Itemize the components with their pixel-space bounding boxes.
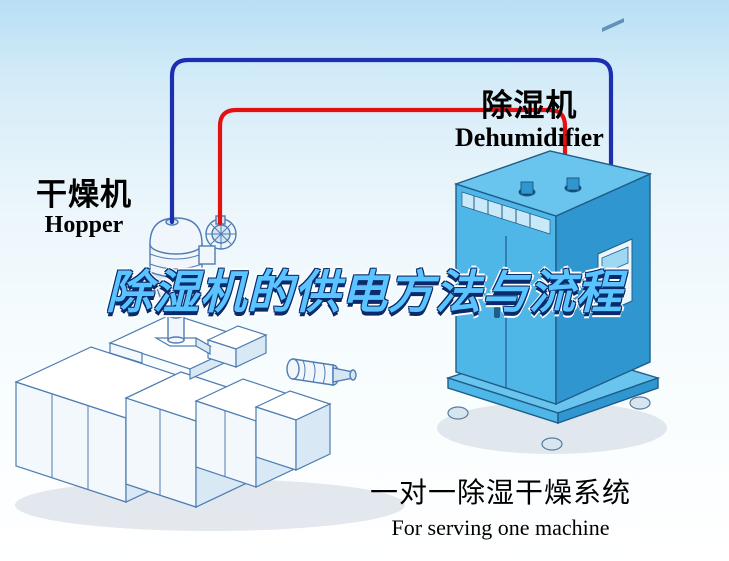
- system-label: 一对一除湿干燥系统 For serving one machine: [370, 471, 631, 541]
- system-label-cn: 一对一除湿干燥系统: [370, 471, 631, 511]
- hopper-label-en: Hopper: [36, 212, 132, 239]
- hopper-label-cn: 干燥机: [36, 169, 132, 214]
- overlay-title: 除湿机的供电方法与流程: [0, 256, 729, 322]
- dehumidifier-label-cn: 除湿机: [455, 80, 604, 125]
- dehumidifier-label: 除湿机 Dehumidifier: [455, 80, 604, 153]
- dehumidifier-label-en: Dehumidifier: [455, 123, 604, 153]
- system-label-en: For serving one machine: [370, 515, 631, 541]
- extruder-barrel: [287, 359, 356, 385]
- hopper-label: 干燥机 Hopper: [36, 169, 132, 239]
